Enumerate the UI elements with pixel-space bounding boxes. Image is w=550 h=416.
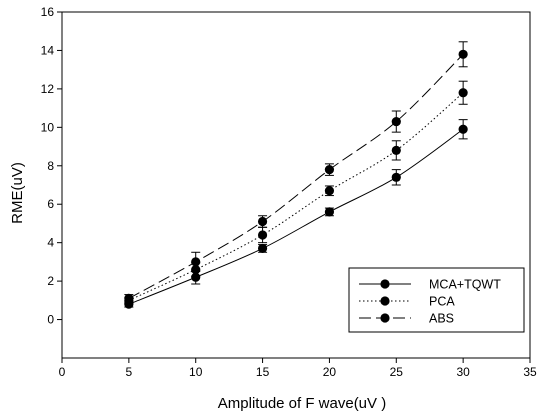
series-2 xyxy=(124,80,468,305)
legend-box xyxy=(348,267,525,333)
x-tick-label: 35 xyxy=(523,365,537,379)
plot-border xyxy=(61,11,531,359)
legend-label: MCA+TQWT xyxy=(429,278,501,292)
data-point xyxy=(124,293,134,304)
x-tick-label: 20 xyxy=(323,365,337,379)
y-tick-label: 14 xyxy=(41,43,55,57)
x-tick-label: 25 xyxy=(390,365,404,379)
x-tick-label: 15 xyxy=(256,365,270,379)
data-point xyxy=(257,230,268,240)
x-tick-label: 10 xyxy=(189,365,203,379)
data-point xyxy=(458,88,468,98)
y-tick-label: 16 xyxy=(41,5,55,19)
y-tick-label: 2 xyxy=(47,274,54,288)
series-line xyxy=(128,53,464,299)
data-point xyxy=(257,243,268,254)
legend: MCA+TQWT PCA ABS xyxy=(348,267,525,333)
series-3 xyxy=(124,41,468,304)
y-tick-label: 10 xyxy=(41,120,55,134)
series-line xyxy=(128,128,464,305)
y-tick-label: 4 xyxy=(47,236,54,250)
legend-label: ABS xyxy=(429,312,454,326)
legend-label: PCA xyxy=(429,295,455,309)
data-point xyxy=(458,124,468,134)
x-axis-label: Amplitude of F wave(uV ) xyxy=(218,395,386,412)
y-axis: 0 2 4 6 8 10 12 14 16 xyxy=(41,5,62,327)
y-tick-label: 6 xyxy=(47,197,54,211)
data-point xyxy=(391,145,401,155)
data-point xyxy=(324,186,335,196)
x-tick-label: 0 xyxy=(59,365,66,379)
data-point xyxy=(257,216,268,227)
y-tick-label: 0 xyxy=(47,313,54,327)
data-point xyxy=(324,207,335,217)
x-tick-label: 5 xyxy=(126,365,133,379)
legend-marker xyxy=(380,313,390,323)
y-axis-label: RME(uV) xyxy=(9,162,26,224)
series-line xyxy=(128,92,464,301)
data-point xyxy=(324,165,335,175)
legend-marker xyxy=(380,296,390,306)
plot-area xyxy=(61,11,531,359)
y-tick-label: 12 xyxy=(41,82,55,96)
legend-marker xyxy=(380,279,390,289)
data-point xyxy=(191,257,201,267)
data-point xyxy=(391,172,401,182)
data-point xyxy=(391,116,401,127)
y-tick-label: 8 xyxy=(47,159,54,173)
x-tick-label: 30 xyxy=(456,365,470,379)
data-point xyxy=(191,272,201,282)
x-axis: 0 5 10 15 20 25 30 35 xyxy=(59,358,537,379)
series-layer xyxy=(124,41,468,309)
data-point xyxy=(458,49,468,59)
